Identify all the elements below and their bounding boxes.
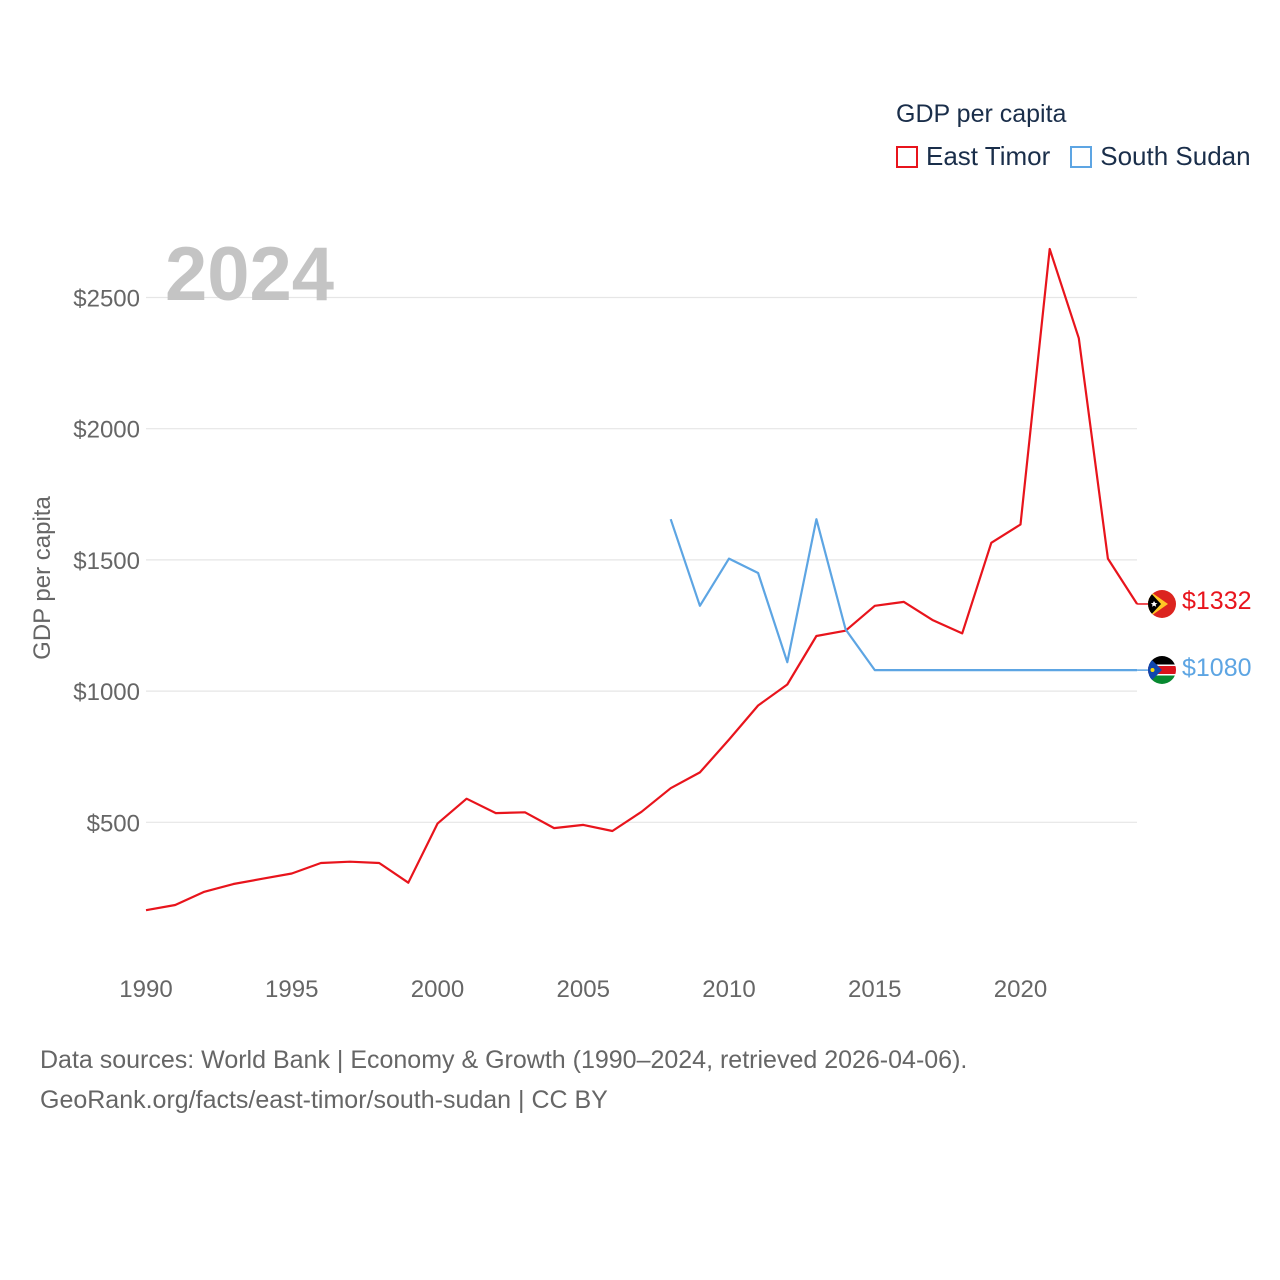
- y-axis-label: GDP per capita: [29, 496, 56, 660]
- legend-swatch-south-sudan: [1070, 145, 1093, 168]
- x-tick-label: 1990: [119, 976, 172, 1003]
- y-tick-label: $1500: [73, 548, 140, 575]
- line-chart: 2024 $500 $1000 $1500 $2000 $2500 1990 1995 20…: [29, 232, 1252, 1003]
- legend-swatch-east-timor: [896, 145, 918, 168]
- east-timor-end-label: $1332: [1182, 587, 1252, 615]
- series-line-east-timor[interactable]: [145, 247, 1139, 912]
- legend: GDP per capita East Timor South Sudan: [896, 100, 1251, 172]
- y-tick-label: $2500: [73, 286, 140, 313]
- legend-label-south-sudan: South Sudan: [1100, 141, 1251, 171]
- x-tick-label: 2000: [411, 976, 464, 1003]
- x-tick-label: 2015: [848, 976, 901, 1003]
- series-line-south-sudan[interactable]: [669, 518, 1138, 672]
- y-axis-ticks: $500 $1000 $1500 $2000 $2500: [73, 286, 140, 838]
- source-line-1: Data sources: World Bank | Economy & Gro…: [40, 1046, 968, 1074]
- source-line-2[interactable]: GeoRank.org/facts/east-timor/south-sudan…: [40, 1086, 608, 1114]
- series-group: [145, 247, 1148, 912]
- legend-item-east-timor[interactable]: East Timor: [896, 141, 1050, 172]
- y-tick-label: $500: [87, 810, 140, 837]
- legend-item-south-sudan[interactable]: South Sudan: [1070, 141, 1251, 172]
- y-tick-label: $1000: [73, 679, 140, 706]
- south-sudan-flag-icon: [1148, 656, 1176, 684]
- x-tick-label: 2020: [994, 976, 1047, 1003]
- year-label: 2024: [165, 232, 334, 317]
- source-note: Data sources: World Bank | Economy & Gro…: [40, 1040, 967, 1120]
- grid-lines: [146, 296, 1137, 823]
- south-sudan-end-label: $1080: [1182, 654, 1252, 682]
- legend-label-east-timor: East Timor: [926, 141, 1051, 171]
- legend-title: GDP per capita: [896, 100, 1067, 128]
- x-tick-label: 2005: [557, 976, 610, 1003]
- x-axis-ticks: 1990 1995 2000 2005 2010 2015 2020: [119, 976, 1047, 1003]
- x-tick-label: 2010: [702, 976, 755, 1003]
- end-markers: [1148, 590, 1176, 684]
- east-timor-flag-icon: [1148, 590, 1176, 618]
- x-tick-label: 1995: [265, 976, 318, 1003]
- y-tick-label: $2000: [73, 417, 140, 444]
